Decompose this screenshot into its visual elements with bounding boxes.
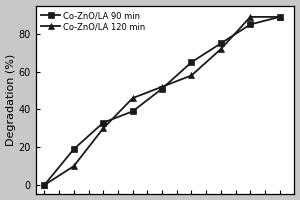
Co-ZnO/LA 90 min	[131, 110, 134, 113]
Co-ZnO/LA 90 min	[160, 87, 164, 90]
Co-ZnO/LA 90 min	[248, 23, 252, 26]
Co-ZnO/LA 120 min	[248, 16, 252, 18]
Co-ZnO/LA 120 min	[278, 16, 281, 18]
Co-ZnO/LA 90 min	[43, 184, 46, 186]
Co-ZnO/LA 120 min	[190, 74, 193, 77]
Line: Co-ZnO/LA 90 min: Co-ZnO/LA 90 min	[41, 14, 283, 188]
Line: Co-ZnO/LA 120 min: Co-ZnO/LA 120 min	[41, 14, 283, 188]
Co-ZnO/LA 120 min	[131, 97, 134, 99]
Co-ZnO/LA 90 min	[101, 121, 105, 124]
Co-ZnO/LA 120 min	[72, 165, 76, 167]
Co-ZnO/LA 120 min	[101, 127, 105, 130]
Co-ZnO/LA 120 min	[43, 184, 46, 186]
Co-ZnO/LA 120 min	[219, 48, 223, 50]
Co-ZnO/LA 90 min	[219, 42, 223, 45]
Co-ZnO/LA 90 min	[190, 61, 193, 63]
Legend: Co-ZnO/LA 90 min, Co-ZnO/LA 120 min: Co-ZnO/LA 90 min, Co-ZnO/LA 120 min	[40, 10, 147, 33]
Co-ZnO/LA 90 min	[72, 148, 76, 150]
Co-ZnO/LA 120 min	[160, 86, 164, 88]
Y-axis label: Degradation (%): Degradation (%)	[6, 54, 16, 146]
Co-ZnO/LA 90 min	[278, 16, 281, 18]
